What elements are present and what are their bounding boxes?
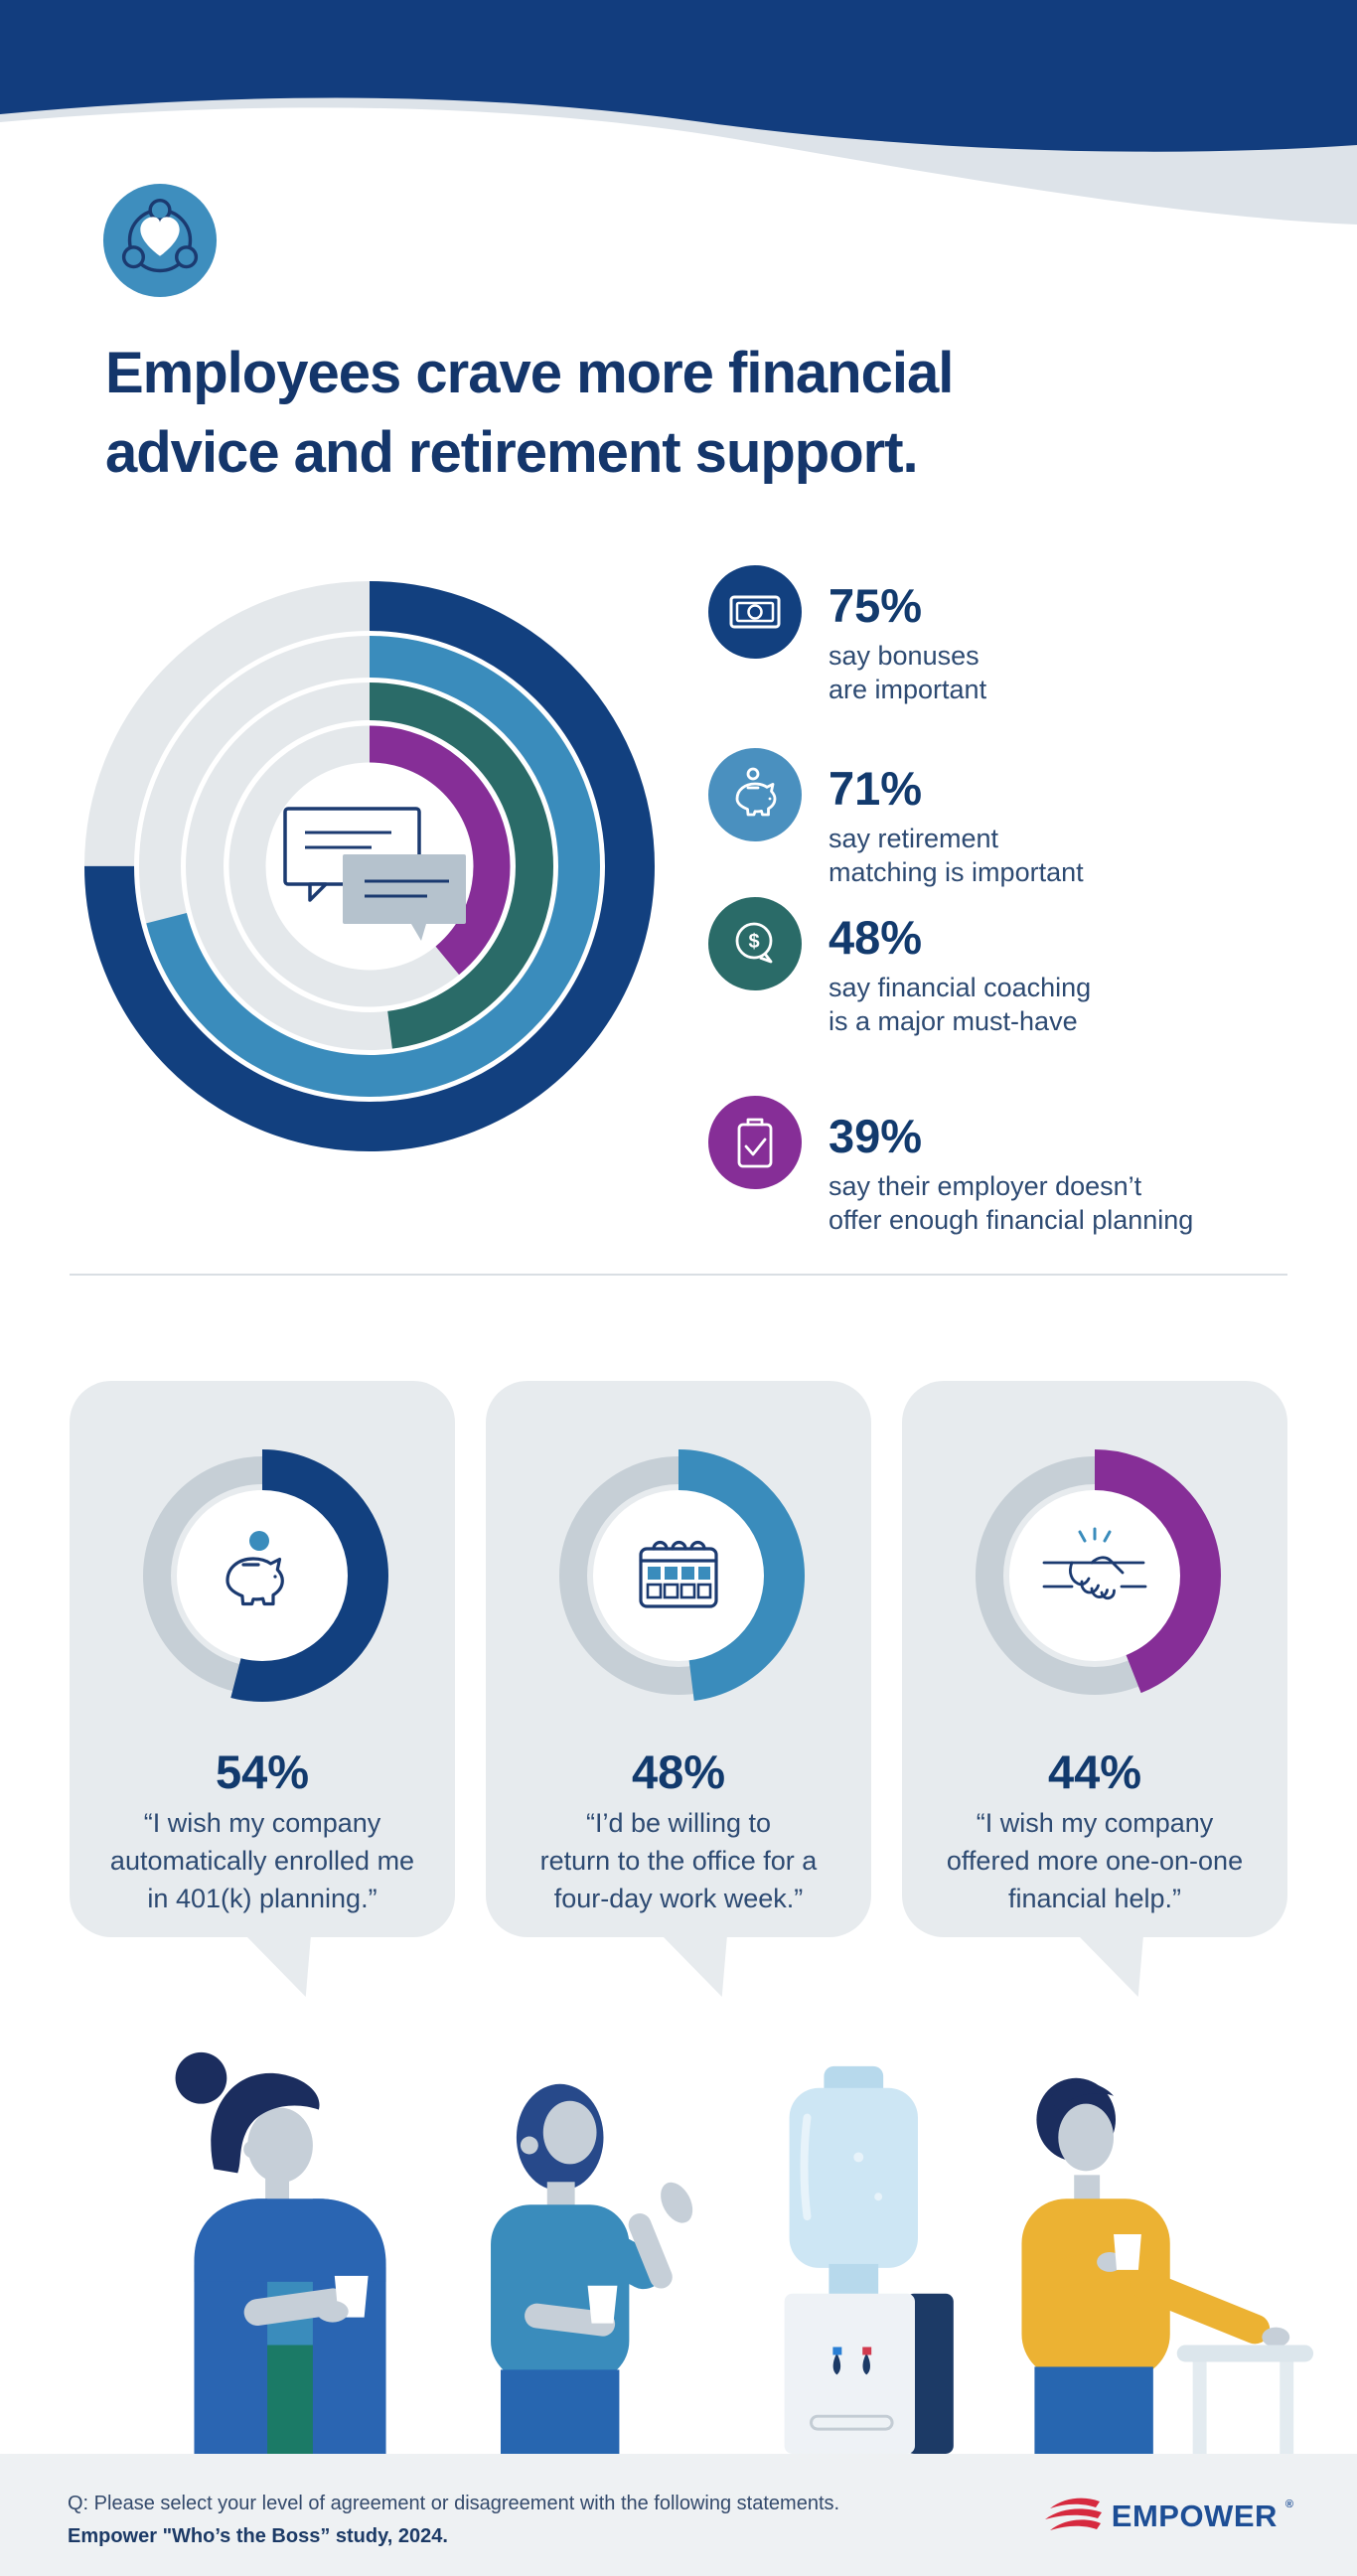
footer-source: Empower "Who’s the Boss” study, 2024. (68, 2525, 448, 2547)
empower-flag-icon (1044, 2498, 1102, 2530)
legend-desc: say retirement matching is important (829, 823, 1084, 887)
registered-mark: ® (1284, 2499, 1293, 2510)
illustration-bench (1176, 2345, 1314, 2454)
legend-text-retirement: 71% say retirement matching is important (829, 765, 1084, 889)
legend-item-financial-coaching: $ 48% say financial coaching is a major … (707, 896, 1091, 1038)
card-pct: 54% (215, 1745, 310, 1798)
card-donut (136, 1449, 388, 1702)
wave-navy-band (0, 0, 1357, 152)
footer-question: Q: Please select your level of agreement… (68, 2493, 840, 2514)
card-tail (1078, 1935, 1143, 1997)
legend-desc: say bonuses are important (829, 640, 987, 704)
card-donut (969, 1449, 1221, 1702)
card-donut-wrap (128, 1441, 396, 1710)
benefits-donut-chart (84, 581, 655, 1151)
card-donut (552, 1449, 805, 1702)
card-one-on-one-help: 44% “I wish my company offered more one-… (902, 1381, 1287, 1997)
card-pct: 48% (631, 1745, 726, 1798)
benefits-donut-rings (84, 581, 655, 1151)
illustration-man-beard (491, 2083, 693, 2454)
card-quote: “I wish my company offered more one-on-o… (946, 1808, 1244, 1914)
footer: Q: Please select your level of agreement… (0, 2454, 1357, 2576)
header-wave (0, 0, 1357, 225)
card-four-day-week: 48% “I’d be willing to return to the off… (486, 1381, 871, 1997)
card-donut-wrap (544, 1441, 813, 1710)
empower-logo: EMPOWER ® (1042, 2496, 1293, 2537)
card-donut-wrap (961, 1441, 1229, 1710)
svg-text:$: $ (748, 931, 759, 953)
illustration-man-yellow (1021, 2077, 1290, 2454)
piggy-bank-icon (226, 1531, 284, 1606)
handshake-icon (1042, 1527, 1147, 1600)
page-title-line2: advice and retirement support. (105, 420, 919, 485)
card-quote: “I’d be willing to return to the office … (539, 1808, 818, 1914)
card-pct: 44% (1047, 1745, 1142, 1798)
legend-text-coaching: 48% say financial coaching is a major mu… (829, 914, 1091, 1038)
legend-text-planning: 39% say their employer doesn’t offer eno… (829, 1113, 1193, 1237)
empower-logo-text: EMPOWER (1111, 2499, 1278, 2533)
footer-text: Q: Please select your level of agreement… (68, 2494, 839, 2546)
piggy-bank-icon (708, 748, 802, 841)
dollar-chat-icon: $ (708, 897, 802, 990)
clipboard-check-icon (708, 1096, 802, 1189)
section-divider (70, 1274, 1287, 1276)
illustration-water-cooler (784, 2065, 954, 2454)
legend-item-bonuses: 75% say bonuses are important (707, 564, 986, 706)
legend-text-bonuses: 75% say bonuses are important (829, 582, 986, 706)
heart-shape (140, 217, 180, 256)
legend-pct: 39% (829, 1110, 923, 1162)
legend-item-retirement-matching: 71% say retirement matching is important (707, 747, 1084, 889)
banknote-icon (708, 565, 802, 659)
card-tail (662, 1935, 727, 1997)
page-title-line1: Employees crave more financial (105, 341, 954, 405)
card-quote: “I wish my company automatically enrolle… (109, 1808, 415, 1914)
legend-pct: 75% (829, 579, 923, 632)
legend-pct: 48% (829, 911, 923, 964)
legend-desc: say financial coaching is a major must-h… (829, 972, 1092, 1036)
community-heart-icon (102, 183, 218, 298)
page-title: Employees crave more financial advice an… (105, 334, 1287, 493)
illustration-woman (175, 2051, 386, 2454)
office-watercooler-illustration (175, 2051, 1314, 2454)
card-401k-enrollment: 54% “I wish my company automatically enr… (70, 1381, 455, 1997)
calendar-icon (639, 1540, 718, 1608)
legend-desc: say their employer doesn’t offer enough … (829, 1170, 1194, 1235)
chat-bubbles-icon (283, 807, 466, 941)
card-tail (245, 1935, 311, 1997)
legend-item-financial-planning: 39% say their employer doesn’t offer eno… (707, 1095, 1193, 1237)
legend-pct: 71% (829, 762, 923, 815)
statement-cards: 54% “I wish my company automatically enr… (70, 1381, 1287, 1997)
